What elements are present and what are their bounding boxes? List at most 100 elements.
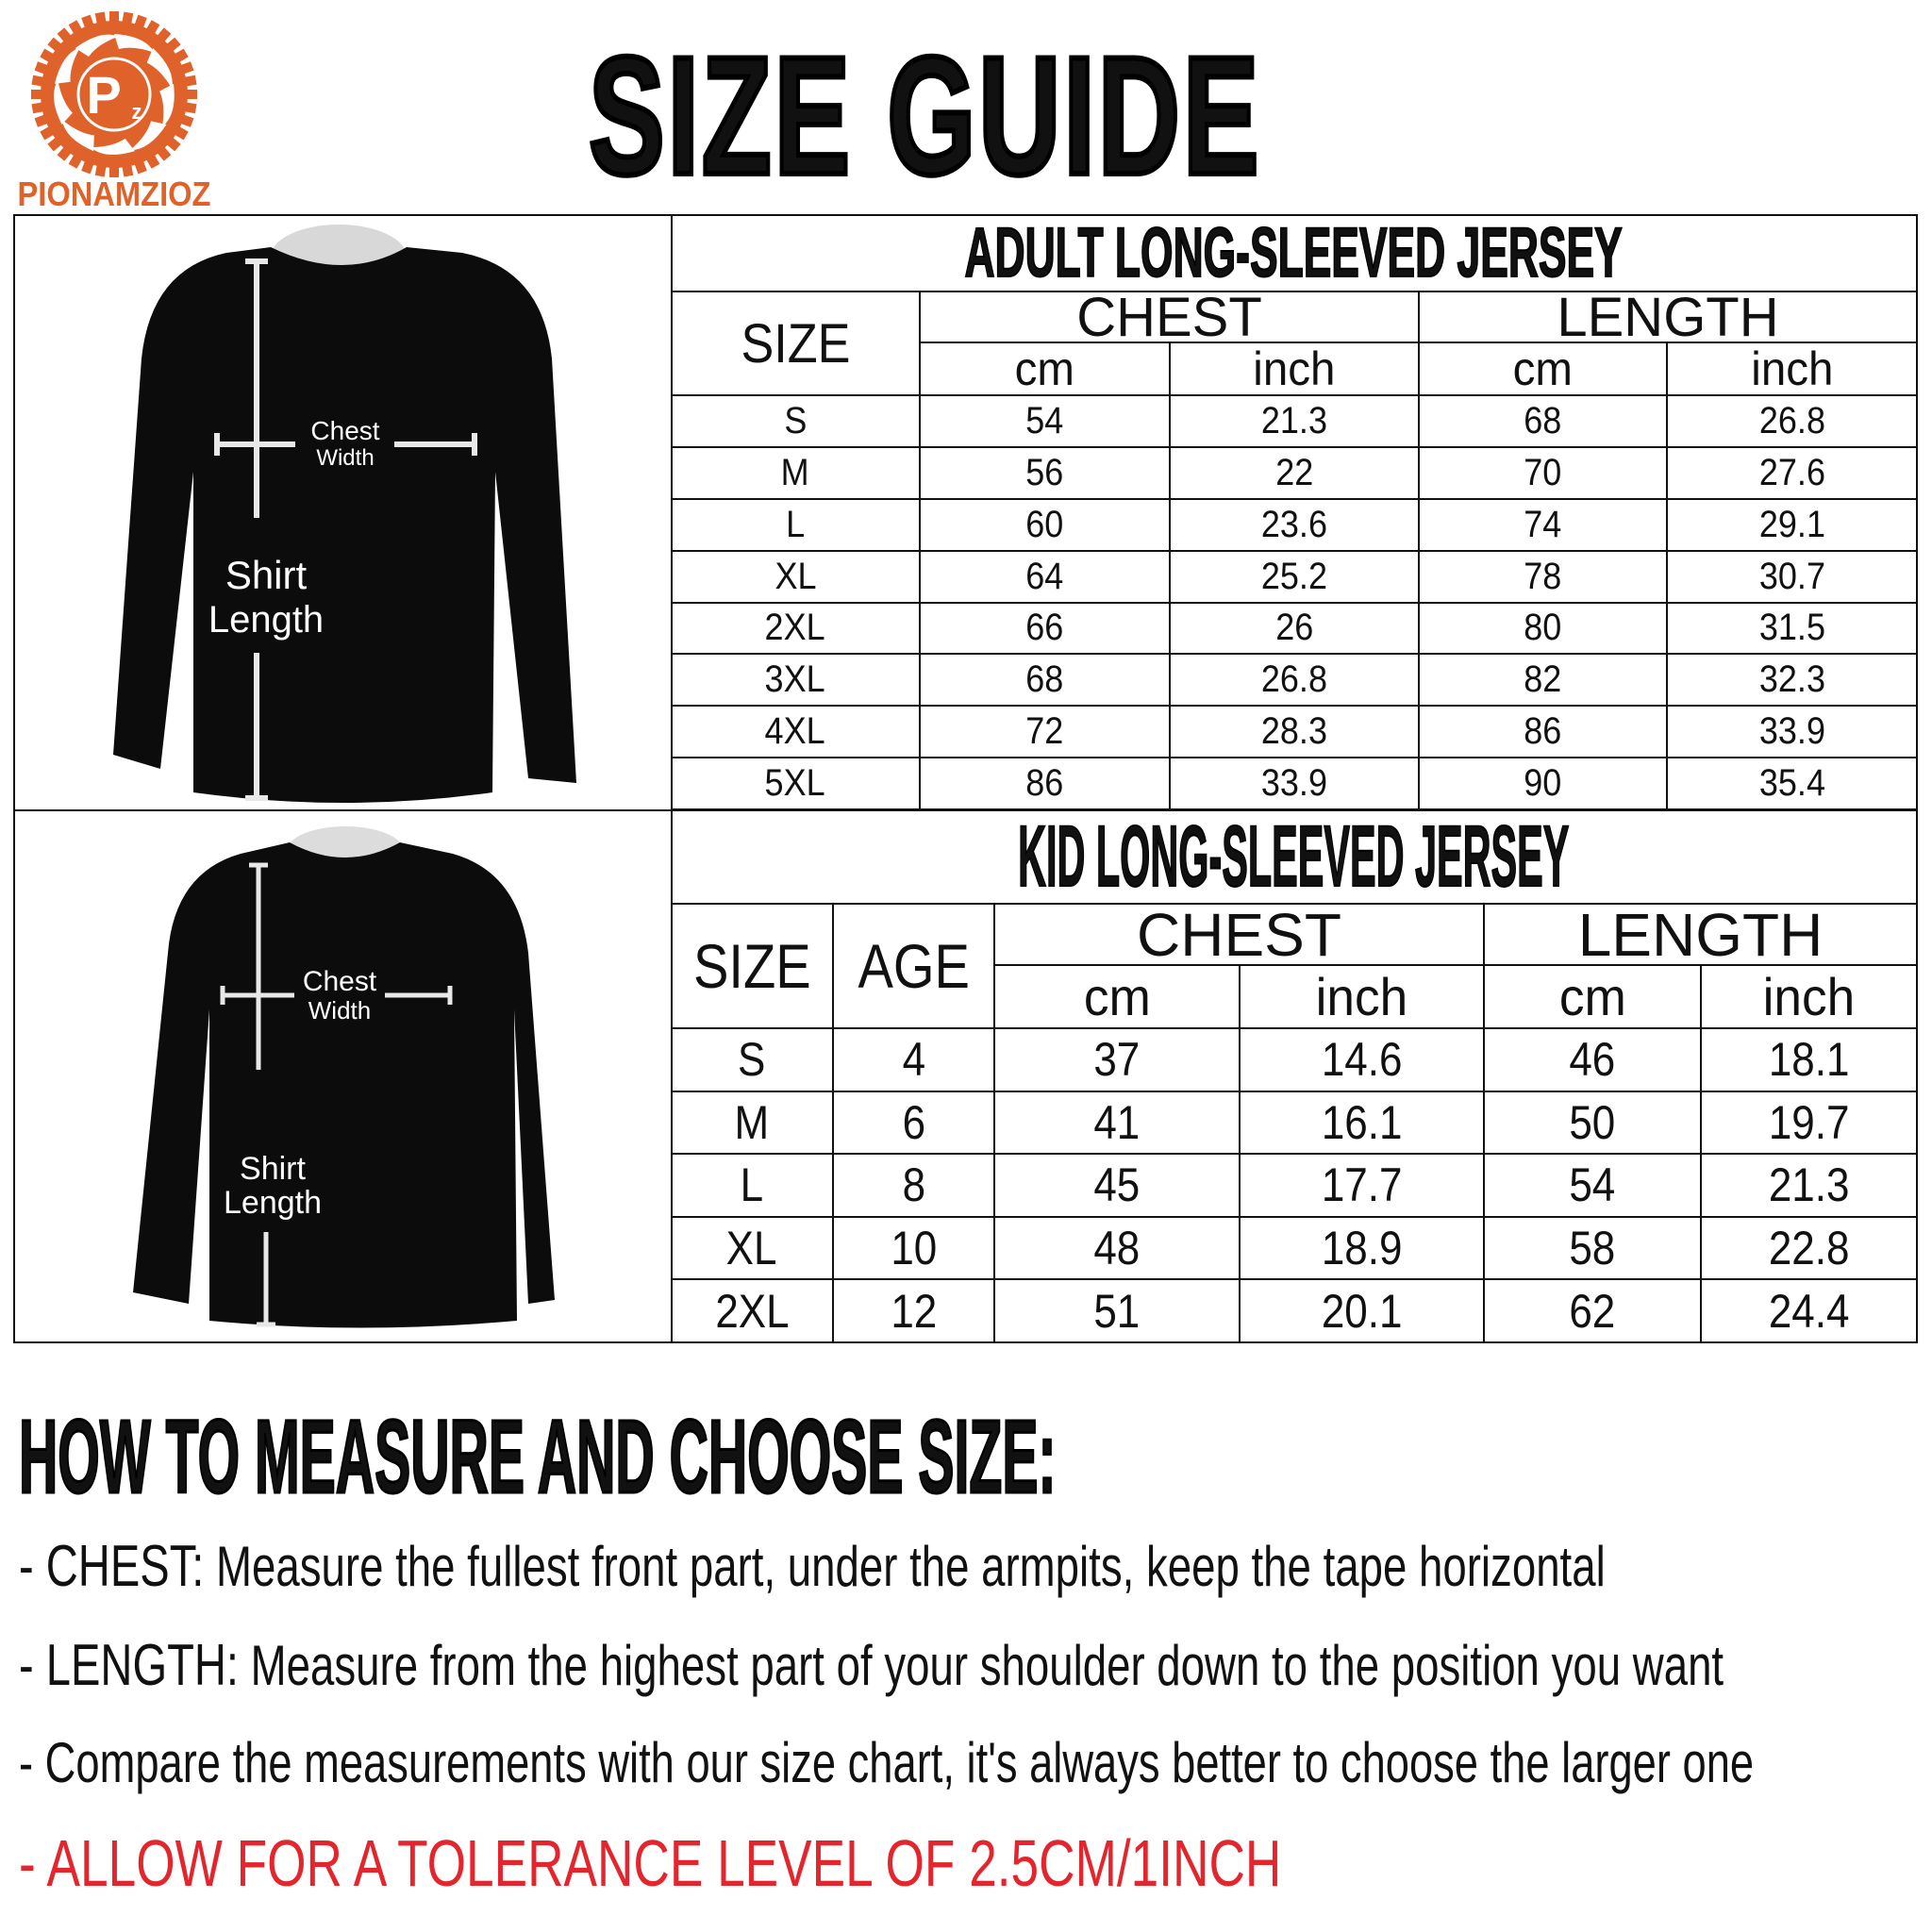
size-cell: 2XL	[672, 1280, 834, 1343]
value-cell: 50	[1485, 1091, 1702, 1156]
width-label: Width	[308, 996, 371, 1024]
kid-shirt-illustration: Chest Width Shirt Length	[133, 826, 555, 1328]
value-cell: 78	[1420, 551, 1668, 604]
howto-heading: HOW TO MEASURE AND CHOOSE SIZE:	[18, 1399, 1057, 1515]
header-size: SIZE	[672, 905, 834, 1029]
age-cell: 12	[834, 1280, 995, 1343]
size-cell: L	[672, 499, 921, 552]
value-cell: 51	[995, 1280, 1241, 1343]
value-cell: 48	[995, 1217, 1241, 1281]
value-cell: 32.3	[1668, 655, 1918, 708]
brand-name: PIONAMZIOZ	[18, 175, 211, 210]
value-cell: 30.7	[1668, 551, 1918, 604]
brand-logo: P z PIONAMZIOZ	[13, 8, 216, 213]
value-cell: 19.7	[1702, 1091, 1918, 1156]
value-cell: 22.8	[1702, 1217, 1918, 1281]
header-cm: cm	[1485, 966, 1702, 1029]
header-chest: CHEST	[921, 287, 1420, 348]
value-cell: 82	[1420, 655, 1668, 708]
value-cell: 33.9	[1668, 707, 1918, 759]
age-cell: 8	[834, 1155, 995, 1218]
header-cm: cm	[1420, 342, 1668, 396]
value-cell: 26	[1171, 603, 1420, 656]
header-cm: cm	[995, 966, 1241, 1029]
value-cell: 54	[921, 396, 1171, 448]
value-cell: 56	[921, 447, 1171, 500]
header-inch: inch	[1241, 966, 1485, 1029]
value-cell: 26.8	[1668, 396, 1918, 448]
value-cell: 25.2	[1171, 551, 1420, 604]
value-cell: 27.6	[1668, 447, 1918, 500]
size-cell: XL	[672, 1217, 834, 1281]
adult-shirt-illustration: Chest Width Shirt Length	[113, 225, 576, 803]
value-cell: 68	[921, 655, 1171, 708]
value-cell: 86	[921, 758, 1171, 810]
value-cell: 23.6	[1171, 499, 1420, 552]
value-cell: 21.3	[1171, 396, 1420, 448]
header-inch: inch	[1668, 342, 1918, 396]
header-size: SIZE	[672, 292, 921, 396]
length-label: Length	[208, 599, 324, 641]
value-cell: 60	[921, 499, 1171, 552]
header-age: AGE	[834, 905, 995, 1029]
value-cell: 14.6	[1241, 1029, 1485, 1092]
value-cell: 54	[1485, 1155, 1702, 1218]
value-cell: 17.7	[1241, 1155, 1485, 1218]
value-cell: 41	[995, 1091, 1241, 1156]
value-cell: 24.4	[1702, 1280, 1918, 1343]
value-cell: 64	[921, 551, 1171, 604]
value-cell: 45	[995, 1155, 1241, 1218]
value-cell: 46	[1485, 1029, 1702, 1092]
shirt-label: Shirt	[240, 1151, 306, 1187]
age-cell: 6	[834, 1091, 995, 1156]
chest-label: Chest	[310, 416, 379, 445]
value-cell: 33.9	[1171, 758, 1420, 810]
value-cell: 29.1	[1668, 499, 1918, 552]
length-instruction: - LENGTH: Measure from the highest part …	[19, 1633, 1724, 1698]
value-cell: 70	[1420, 447, 1668, 500]
size-cell: 3XL	[672, 655, 921, 708]
value-cell: 68	[1420, 396, 1668, 448]
value-cell: 26.8	[1171, 655, 1420, 708]
value-cell: 18.1	[1702, 1029, 1918, 1092]
size-cell: XL	[672, 551, 921, 604]
chest-label: Chest	[303, 966, 377, 997]
adult-table-title: ADULT LONG-SLEEVED JERSEY	[672, 212, 1918, 292]
value-cell: 28.3	[1171, 707, 1420, 759]
logo-monogram-z: z	[132, 100, 142, 124]
tolerance-note: - ALLOW FOR A TOLERANCE LEVEL OF 2.5CM/1…	[19, 1826, 1282, 1900]
header-length: LENGTH	[1485, 901, 1918, 969]
header-chest: CHEST	[995, 901, 1485, 969]
size-cell: M	[672, 447, 921, 500]
value-cell: 22	[1171, 447, 1420, 500]
size-cell: S	[672, 1029, 834, 1092]
size-cell: S	[672, 396, 921, 448]
header-inch: inch	[1702, 966, 1918, 1029]
header-inch: inch	[1171, 342, 1420, 396]
length-label: Length	[224, 1185, 322, 1221]
size-cell: L	[672, 1155, 834, 1218]
compare-instruction: - Compare the measurements with our size…	[19, 1731, 1755, 1794]
value-cell: 21.3	[1702, 1155, 1918, 1218]
chest-instruction: - CHEST: Measure the fullest front part,…	[19, 1534, 1606, 1599]
size-cell: 2XL	[672, 603, 921, 656]
shirt-label: Shirt	[225, 553, 308, 597]
divider	[13, 809, 1918, 811]
value-cell: 31.5	[1668, 603, 1918, 656]
size-cell: 4XL	[672, 707, 921, 759]
width-label: Width	[316, 445, 374, 471]
header-cm: cm	[921, 342, 1171, 396]
value-cell: 35.4	[1668, 758, 1918, 810]
value-cell: 72	[921, 707, 1171, 759]
value-cell: 86	[1420, 707, 1668, 759]
shirt-diagrams: Chest Width Shirt Length Chest Width Shi…	[113, 225, 576, 1328]
value-cell: 90	[1420, 758, 1668, 810]
value-cell: 18.9	[1241, 1217, 1485, 1281]
value-cell: 37	[995, 1029, 1241, 1092]
divider	[671, 214, 673, 1343]
page-title: SIZE GUIDE	[587, 22, 1262, 209]
value-cell: 80	[1420, 603, 1668, 656]
header-length: LENGTH	[1420, 287, 1918, 348]
age-cell: 4	[834, 1029, 995, 1092]
value-cell: 62	[1485, 1280, 1702, 1343]
